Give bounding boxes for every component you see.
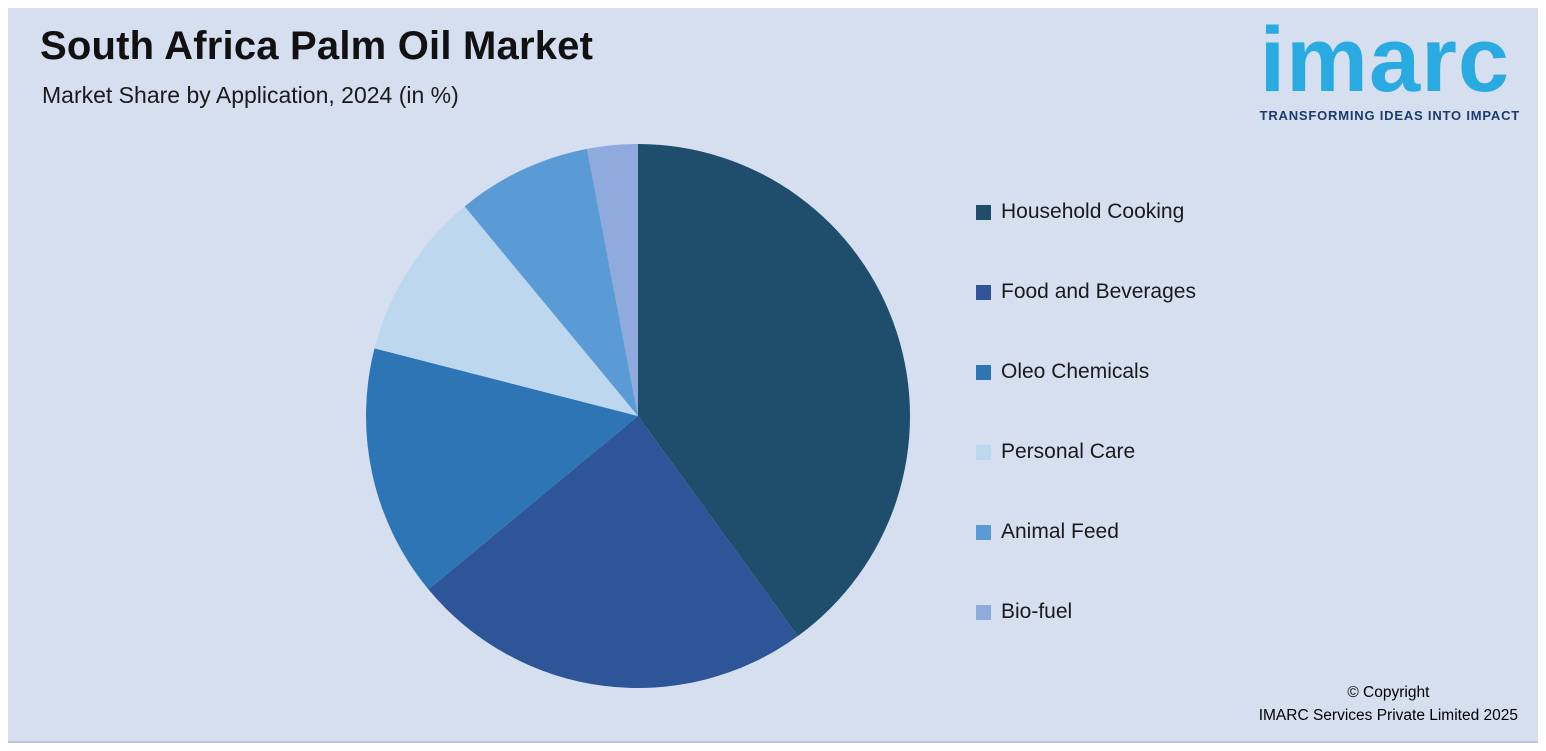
pie-slice-personal-care [374,206,638,416]
copyright-line2: IMARC Services Private Limited 2025 [1258,706,1518,724]
legend-item-food-and-beverages: Food and Beverages [976,280,1196,304]
legend-label: Animal Feed [1001,520,1119,543]
pie-slice-bio-fuel [587,144,638,416]
legend-item-personal-care: Personal Care [976,440,1196,464]
legend-swatch [976,204,991,220]
pie-slice-food-and-beverages [428,416,798,688]
legend-swatch [976,524,991,540]
pie-slice-household-cooking [638,144,910,637]
pie-chart-container [360,138,916,694]
pie-chart [366,144,910,688]
pie-slice-oleo-chemicals [366,348,638,590]
legend-item-bio-fuel: Bio-fuel [976,600,1196,624]
legend-label: Household Cooking [1001,200,1185,223]
legend-swatch [976,604,991,620]
legend-item-oleo-chemicals: Oleo Chemicals [976,360,1196,384]
legend-label: Food and Beverages [1001,280,1196,303]
legend-swatch [976,284,991,300]
legend: Household Cooking Food and Beverages Oleo … [976,200,1196,680]
infographic-canvas: South Africa Palm Oil Market Market Shar… [8,8,1538,743]
copyright-line1: © Copyright [1347,684,1430,702]
imarc-logo-wordmark: imarc [1259,9,1511,111]
legend-label: Bio-fuel [1001,600,1073,623]
legend-label: Personal Care [1001,440,1136,463]
legend-item-animal-feed: Animal Feed [976,520,1196,544]
pie-slice-animal-feed [464,148,638,416]
page-subtitle: Market Share by Application, 2024 (in %) [42,82,459,108]
legend-item-household-cooking: Household Cooking [976,200,1196,224]
legend-swatch [976,444,991,460]
legend-swatch [976,364,991,380]
imarc-logo-tagline: TRANSFORMING IDEAS INTO IMPACT [1259,108,1520,123]
legend-label: Oleo Chemicals [1001,360,1150,383]
copyright-notice: © Copyright IMARC Services Private Limit… [1259,682,1518,727]
page-title: South Africa Palm Oil Market [40,24,594,68]
imarc-logo: imarc TRANSFORMING IDEAS INTO IMPACT [1260,14,1520,123]
